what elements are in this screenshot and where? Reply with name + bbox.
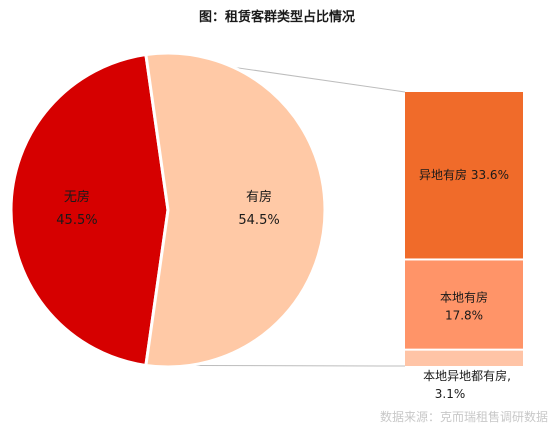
pie-slice-value: 54.5% — [238, 213, 279, 228]
bar-segment-value: 17.8% — [445, 309, 483, 323]
pie-slice-value: 45.5% — [56, 213, 97, 228]
pie-slice-label: 有房 — [246, 189, 272, 205]
chart-title: 图：租赁客群类型占比情况 — [198, 10, 355, 25]
pie-slice-no-house — [9, 52, 170, 368]
bar-segment-value: 3.1% — [435, 387, 466, 401]
pie-slice-has-house — [144, 51, 327, 369]
bar-segment-label: 本地有房 — [440, 290, 488, 305]
bar-segment-label: 异地有房 33.6% — [419, 167, 509, 182]
source-note: 数据来源：克而瑞租售调研数据 — [379, 410, 548, 424]
pie-slice-label: 无房 — [64, 189, 90, 205]
bar-segment-1 — [405, 92, 523, 259]
bar-segment-3 — [405, 350, 523, 366]
bar-segment-label: 本地异地都有房, — [423, 368, 511, 383]
bar-segment-2 — [405, 260, 523, 349]
